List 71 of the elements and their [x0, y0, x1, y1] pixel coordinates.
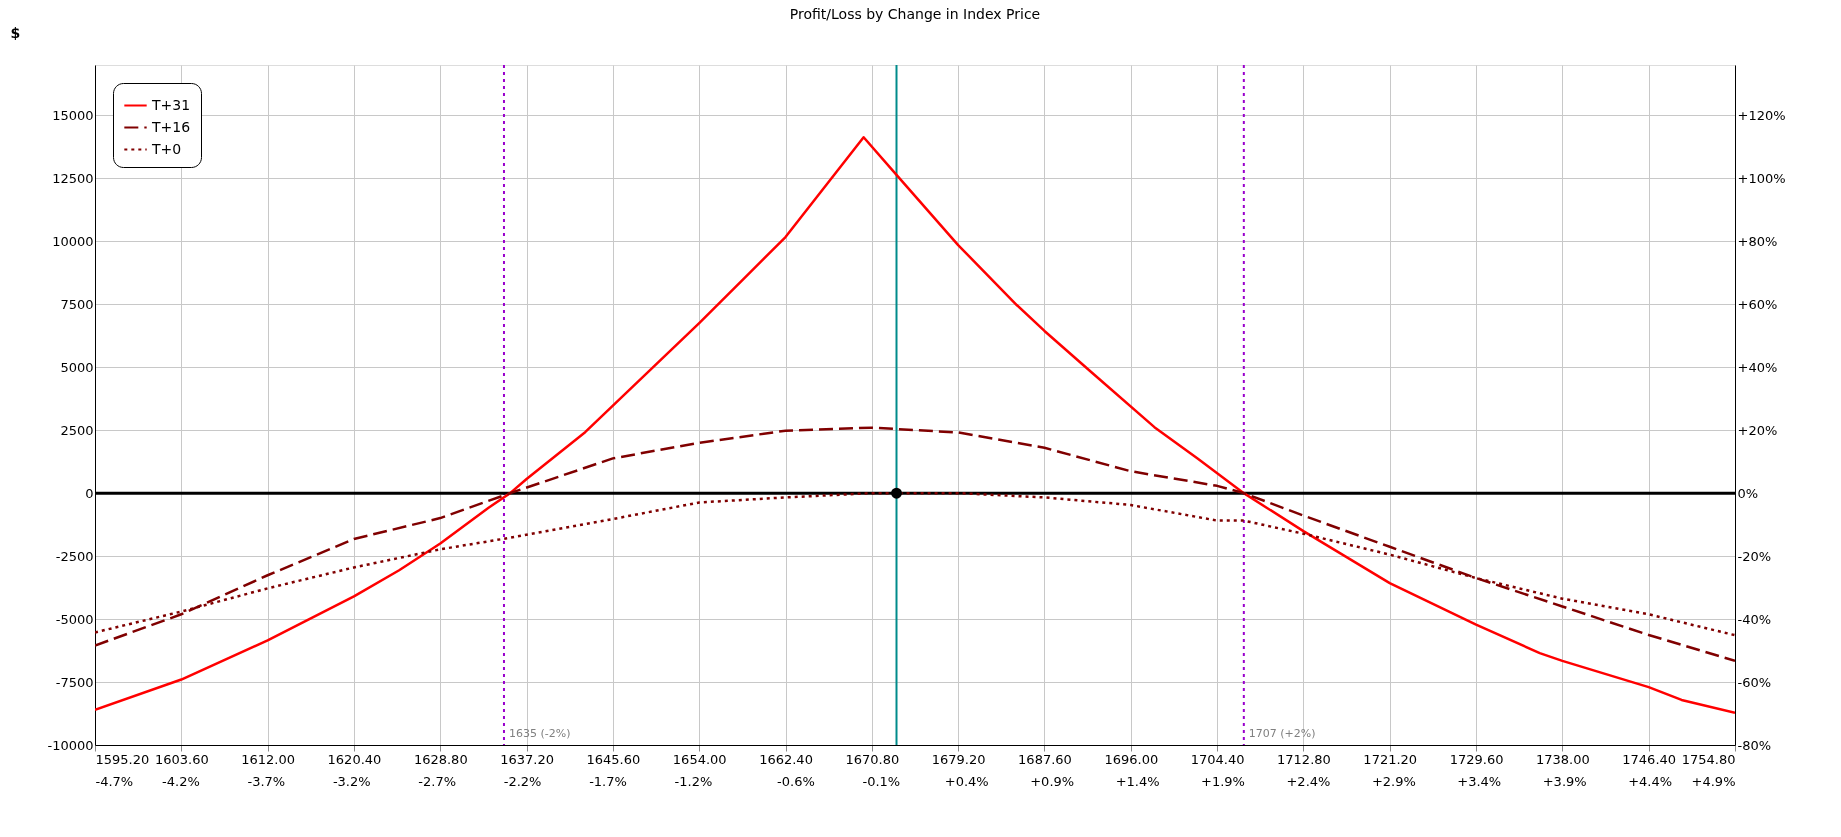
x2-tick-label: -2.2%: [503, 773, 542, 789]
x-tick-label: 1696.00: [1104, 751, 1159, 767]
x2-tick-label: +0.4%: [944, 773, 989, 789]
x2-tick-label: +3.4%: [1457, 773, 1502, 789]
x-tick-label: 1746.40: [1622, 751, 1677, 767]
x-tick-label: 1662.40: [759, 751, 813, 767]
y-tick-label: 10000: [52, 233, 94, 249]
y2-tick-label: -40%: [1737, 611, 1772, 627]
x-tick-label: 1654.00: [672, 751, 727, 767]
y-tick-label: 12500: [52, 170, 94, 186]
line-series: [95, 426, 1735, 663]
y2-tick-label: +40%: [1737, 359, 1778, 375]
x2-tick-label: +3.9%: [1542, 773, 1587, 789]
chart-title: Profit/Loss by Change in Index Price: [789, 6, 1041, 22]
x2-tick-label: -1.7%: [589, 773, 627, 789]
x-tick-label: 1754.80: [1681, 751, 1736, 767]
x2-tick-label: -4.2%: [162, 773, 200, 789]
x2-tick-label: +2.4%: [1286, 773, 1331, 789]
x-tick-label: 1628.80: [413, 751, 468, 767]
y-tick-label: -2500: [55, 548, 94, 564]
x2-tick-label: -3.2%: [332, 773, 371, 789]
x2-tick-label: -2.7%: [418, 773, 457, 789]
y-tick-label: 5000: [60, 359, 94, 375]
y2-tick-label: +120%: [1737, 107, 1786, 123]
x2-tick-label: +2.9%: [1371, 773, 1416, 789]
x-tick-label: 1603.60: [154, 751, 209, 767]
x2-tick-label: +4.9%: [1691, 773, 1736, 789]
y-tick-label: -7500: [55, 674, 94, 690]
y-axis-title: $: [10, 24, 21, 41]
x2-tick-label: +1.4%: [1115, 773, 1160, 789]
x-tick-label: 1687.60: [1018, 751, 1072, 767]
y2-tick-label: -80%: [1737, 737, 1772, 753]
x-tick-label: 1738.00: [1535, 751, 1590, 767]
legend-label: T+31: [151, 96, 191, 113]
ref-line-label: 1707 (+2%): [1248, 727, 1316, 740]
y2-tick-label: +60%: [1737, 296, 1778, 312]
y-tick-label: 2500: [60, 422, 94, 438]
y-tick-label: 7500: [60, 296, 94, 312]
x-tick-label: 1712.80: [1277, 751, 1331, 767]
line-series: [95, 136, 1735, 715]
x-tick-label: 1679.20: [931, 751, 986, 767]
x-tick-label: 1721.20: [1363, 751, 1418, 767]
x-tick-label: 1729.60: [1449, 751, 1504, 767]
y2-tick-label: 0%: [1737, 485, 1759, 501]
legend-label: T+16: [151, 118, 191, 135]
x2-tick-label: -0.6%: [777, 773, 815, 789]
ref-line-label: 1635 (-2%): [508, 727, 571, 740]
x-tick-label: 1595.20: [95, 751, 150, 767]
x2-tick-label: -1.2%: [674, 773, 713, 789]
y-tick-label: 0: [85, 485, 94, 501]
x-tick-label: 1612.00: [241, 751, 296, 767]
legend-label: T+0: [151, 140, 182, 157]
y2-tick-label: +100%: [1737, 170, 1786, 186]
x2-tick-label: +1.9%: [1201, 773, 1245, 789]
y2-tick-label: +20%: [1737, 422, 1778, 438]
x-tick-label: 1620.40: [327, 751, 382, 767]
y2-tick-label: +80%: [1737, 233, 1778, 249]
y-tick-label: -5000: [55, 611, 94, 627]
y2-tick-label: -60%: [1737, 674, 1772, 690]
x2-tick-label: -0.1%: [862, 773, 901, 789]
x2-tick-label: -4.7%: [95, 773, 134, 789]
y-tick-label: 15000: [52, 107, 94, 123]
x2-tick-label: +4.4%: [1628, 773, 1673, 789]
x-tick-label: 1670.80: [845, 751, 900, 767]
x-tick-label: 1637.20: [500, 751, 554, 767]
x2-tick-label: -3.7%: [247, 773, 286, 789]
x-tick-label: 1645.60: [586, 751, 641, 767]
y-tick-label: -10000: [47, 737, 94, 753]
x2-tick-label: +0.9%: [1030, 773, 1075, 789]
x-tick-label: 1704.40: [1190, 751, 1245, 767]
y2-tick-label: -20%: [1737, 548, 1772, 564]
